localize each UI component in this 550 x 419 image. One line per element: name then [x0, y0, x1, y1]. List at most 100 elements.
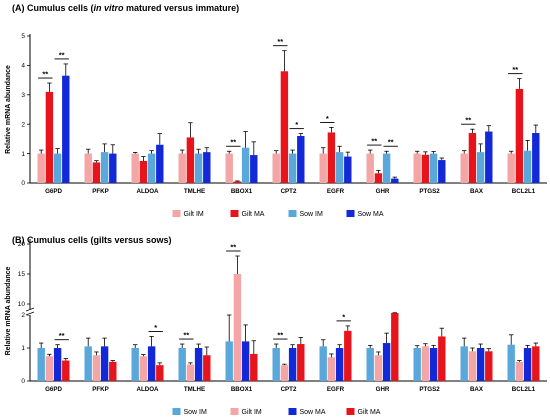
title-prefix: (A) Cumulus cells (	[12, 3, 94, 13]
bar	[233, 181, 242, 183]
bar	[344, 156, 352, 183]
bar	[250, 155, 258, 183]
y-tick-label: 1	[21, 151, 25, 158]
bar	[92, 355, 101, 381]
legend-label: Sow IM	[184, 409, 208, 416]
y-tick-label: 4	[21, 63, 25, 70]
category-label: TMLHE	[184, 188, 205, 195]
bar	[250, 353, 258, 381]
bar	[413, 348, 421, 381]
bar	[366, 348, 374, 381]
legend-swatch	[172, 210, 181, 217]
category-label: TMLHE	[184, 386, 205, 393]
category-label: PTGS2	[419, 386, 440, 393]
bar	[186, 137, 195, 183]
bar	[109, 153, 117, 183]
bar	[421, 346, 430, 381]
bar	[460, 346, 468, 381]
bar	[327, 357, 336, 381]
bar	[100, 152, 109, 183]
bar	[37, 153, 45, 183]
bar	[272, 153, 280, 183]
bar	[241, 341, 250, 381]
bar	[272, 348, 280, 381]
category-label: GHR	[376, 386, 390, 393]
bar	[382, 153, 391, 183]
bar	[297, 344, 305, 381]
category-label: G6PD	[45, 188, 62, 195]
significance-label: *	[154, 323, 157, 332]
bar	[288, 348, 297, 381]
bar	[280, 365, 289, 381]
significance-label: **	[230, 138, 236, 147]
bar	[194, 153, 203, 183]
bar	[438, 160, 446, 183]
y-tick-label: 2	[21, 121, 25, 128]
title-italic: in vitro	[94, 3, 125, 13]
bar	[429, 153, 438, 183]
panel-a: (A) Cumulus cells (in vitro matured vers…	[5, 3, 547, 218]
category-label: BAX	[470, 386, 484, 393]
category-label: GHR	[376, 188, 390, 195]
bar	[344, 330, 352, 381]
legend-label: Gilt IM	[184, 211, 204, 218]
bar	[335, 152, 344, 183]
y-tick-label: 3	[21, 92, 25, 99]
legend-label: Sow IM	[300, 211, 324, 218]
bar	[233, 274, 242, 381]
bar	[421, 154, 430, 183]
legend-swatch	[230, 408, 239, 415]
significance-label: *	[326, 114, 329, 123]
category-label: BAX	[470, 188, 484, 195]
bar	[335, 348, 344, 381]
axis-break-gap	[26, 309, 34, 315]
bar	[468, 351, 477, 381]
significance-label: *	[342, 312, 345, 321]
legend-label: Sow MA	[300, 409, 326, 416]
y-tick-label: 20	[18, 241, 26, 248]
y-tick-label: 2	[21, 312, 25, 319]
significance-label: *	[295, 120, 298, 129]
bar	[476, 152, 485, 183]
bar	[382, 343, 391, 381]
category-label: PFKP	[92, 188, 109, 195]
bar	[84, 153, 92, 183]
y-tick-label: 0	[21, 378, 25, 385]
category-label: CPT2	[281, 188, 297, 195]
bar	[460, 153, 468, 183]
bar	[319, 346, 327, 381]
bar	[319, 153, 327, 183]
bar	[507, 153, 515, 183]
significance-label: **	[230, 243, 236, 252]
legend-swatch	[172, 408, 181, 415]
bar	[523, 348, 532, 381]
bar	[156, 365, 164, 381]
bar	[62, 360, 70, 381]
bar	[53, 348, 62, 381]
significance-label: **	[183, 331, 189, 340]
bar	[297, 135, 305, 183]
bar	[45, 356, 54, 381]
bar	[413, 153, 421, 183]
bar	[147, 153, 156, 183]
legend-swatch	[288, 408, 297, 415]
bar	[225, 153, 233, 183]
bar	[515, 361, 524, 381]
bar	[532, 133, 540, 183]
bar	[366, 153, 374, 183]
y-tick-label: 0	[21, 180, 25, 187]
category-label: PTGS2	[419, 188, 440, 195]
significance-label: **	[371, 137, 377, 146]
bar	[485, 131, 493, 183]
bar	[37, 348, 45, 381]
bar	[438, 336, 446, 381]
category-label: BCL2L1	[512, 188, 536, 195]
legend-label: Gilt MA	[358, 409, 381, 416]
bar	[225, 341, 233, 381]
legend-swatch	[346, 210, 355, 217]
category-label: G6PD	[45, 386, 62, 393]
bar	[100, 346, 109, 381]
bar	[532, 346, 540, 381]
legend-swatch	[288, 210, 297, 217]
significance-label: **	[388, 138, 394, 147]
